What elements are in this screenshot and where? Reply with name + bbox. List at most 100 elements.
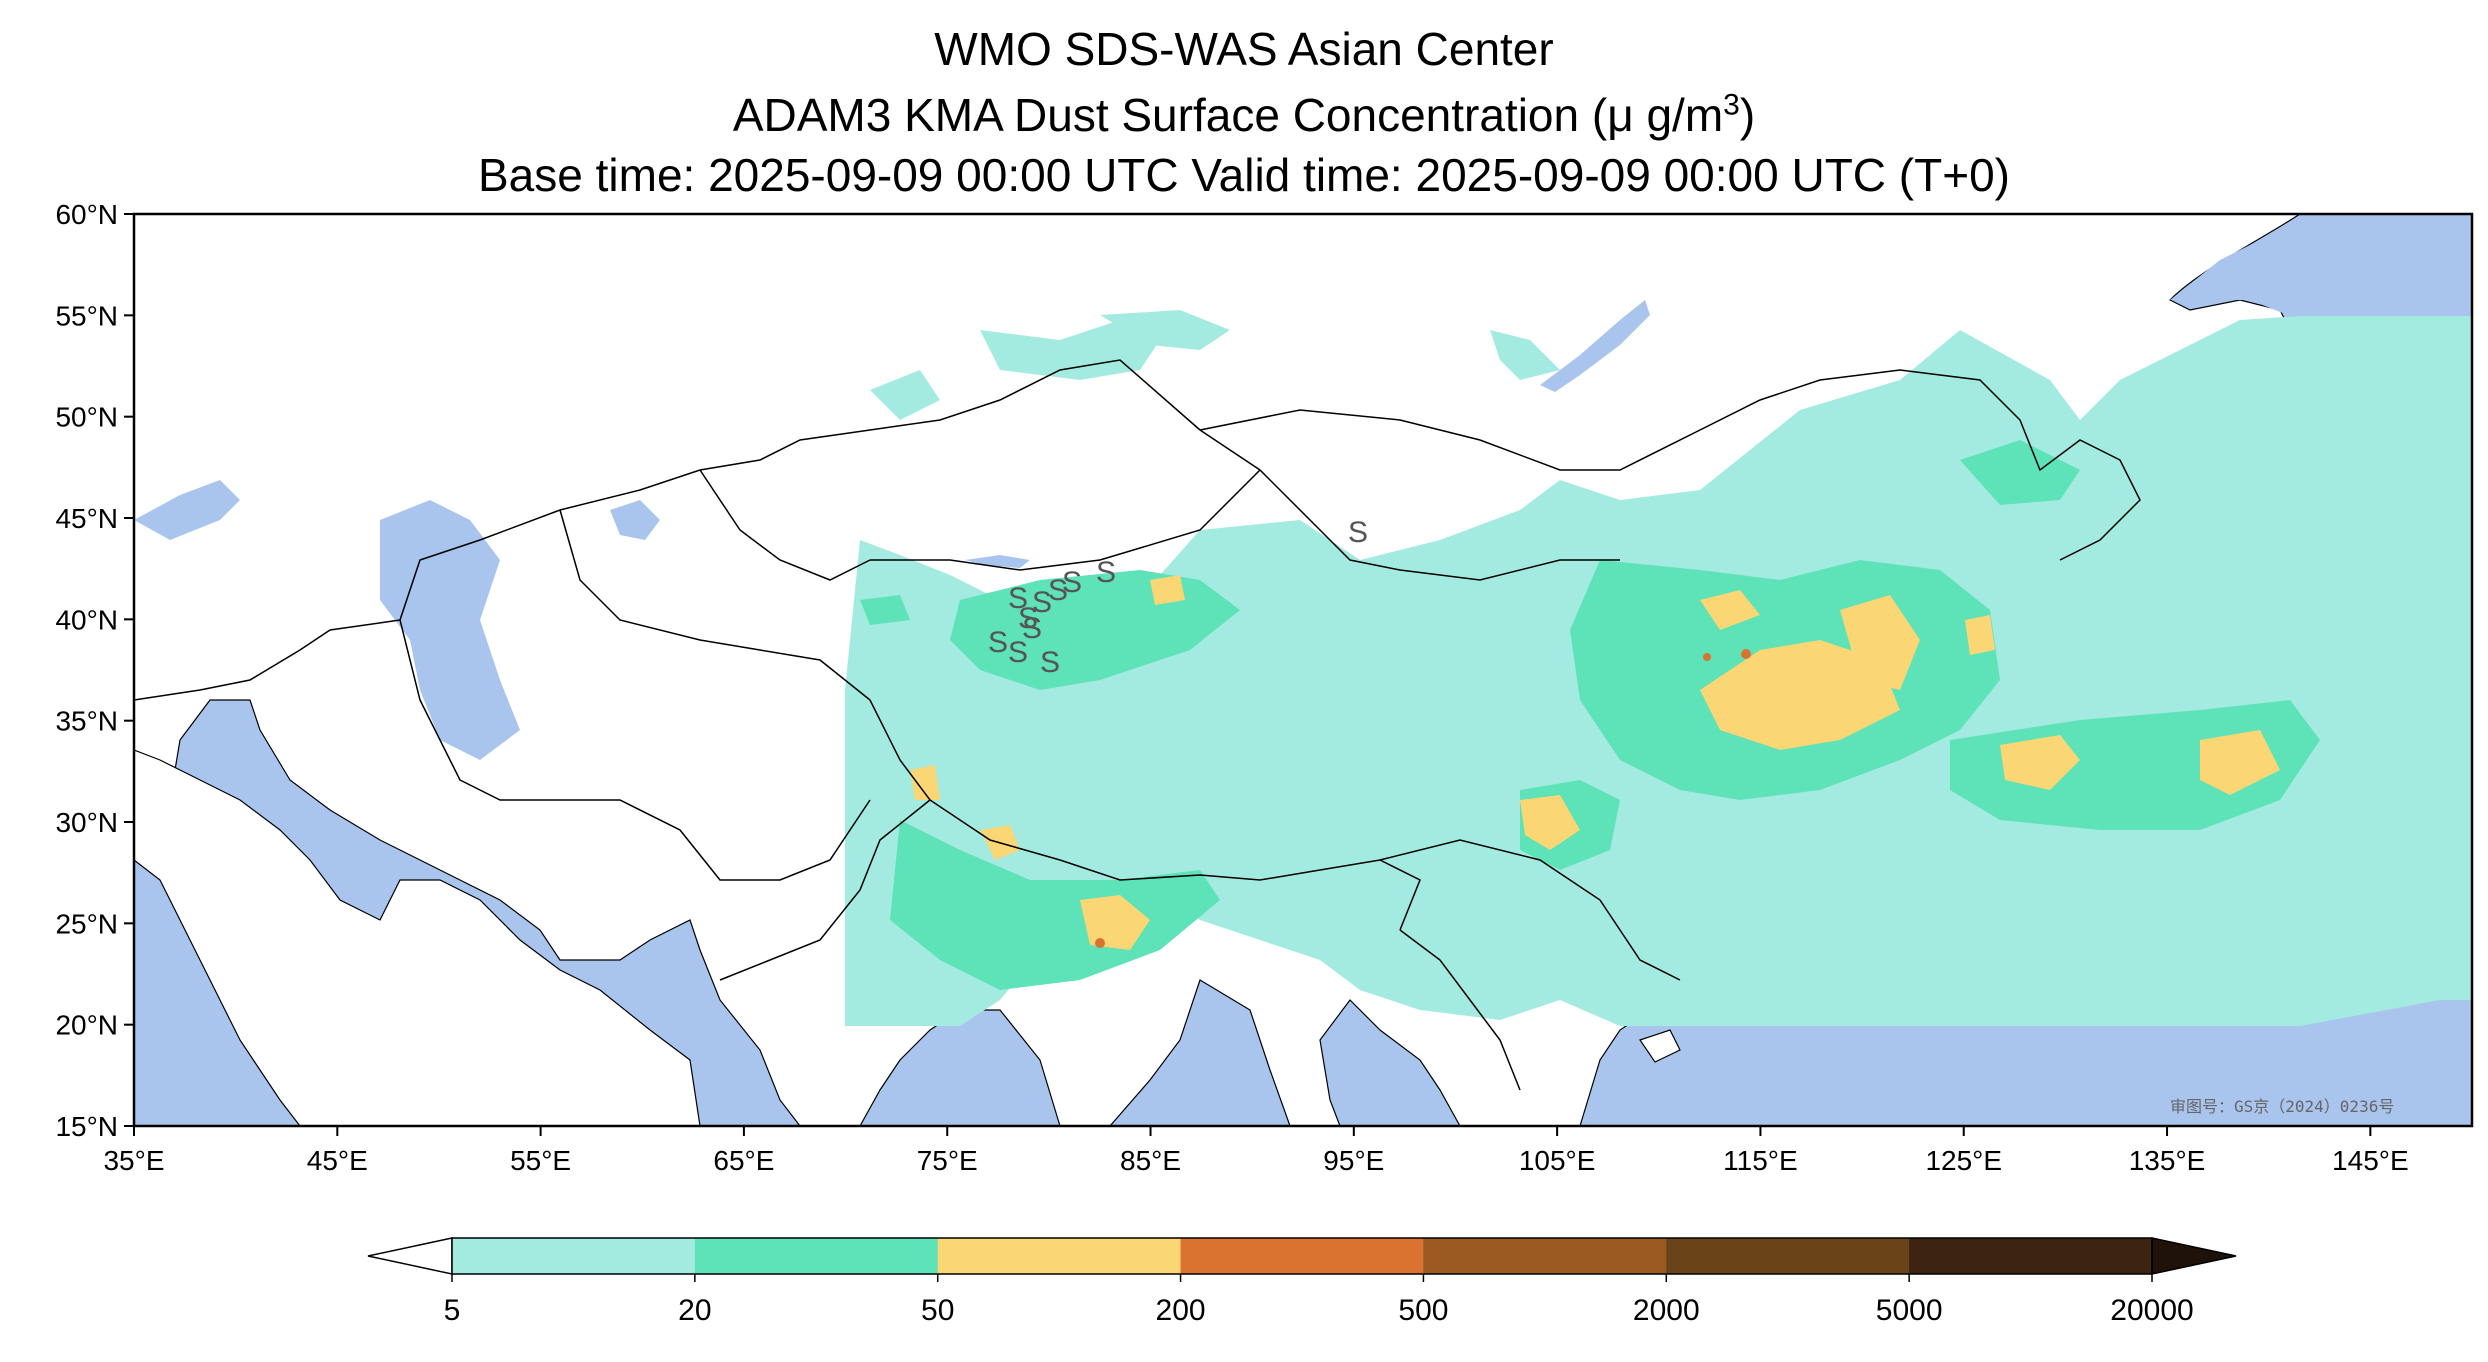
colorbar-tick-label: 50 — [921, 1294, 954, 1327]
colorbar-segment — [452, 1238, 696, 1274]
dust-region-50-200 — [1150, 575, 1185, 605]
subtitle-unit: μ g/m — [1607, 89, 1724, 141]
lat-tick-label: 30°N — [55, 807, 118, 838]
border-line — [1199, 429, 1620, 581]
lon-tick-label: 85°E — [1120, 1145, 1181, 1176]
lat-tick-label: 55°N — [55, 300, 118, 331]
dust-region-5-20 — [980, 320, 1160, 380]
dust-region-20-50 — [860, 595, 910, 625]
dust-symbol: S — [988, 626, 1008, 659]
border-line — [719, 799, 931, 981]
dust-region-50-200 — [1965, 615, 1995, 655]
dust-spot-200-500 — [1741, 649, 1751, 659]
lon-tick-label: 35°E — [103, 1145, 164, 1176]
colorbar-segment — [694, 1238, 939, 1274]
colorbar-tick-label: 5000 — [1876, 1294, 1943, 1327]
colorbar-frame — [451, 1237, 2153, 1275]
colorbar-segment — [1909, 1238, 2153, 1274]
lat-tick-label: 60°N — [55, 199, 118, 230]
dust-region-20-50 — [1960, 440, 2080, 505]
lon-tick-label: 65°E — [713, 1145, 774, 1176]
colorbar-tick-label: 20 — [678, 1294, 711, 1327]
country-borders — [134, 359, 2141, 1091]
black-sea — [134, 480, 240, 540]
dust-region-5-20 — [1100, 310, 1230, 350]
colorbar-segment — [1423, 1238, 1667, 1274]
lon-tick-label: 105°E — [1519, 1145, 1596, 1176]
dust-symbol: S — [1048, 574, 1068, 607]
caspian-sea — [380, 500, 520, 760]
colorbar-tick-label: 500 — [1398, 1294, 1448, 1327]
dust-region-50-200 — [1520, 795, 1580, 850]
dust-symbol: S — [1062, 566, 1082, 599]
dust-symbol: S — [1032, 586, 1052, 619]
border-line — [699, 469, 871, 581]
map-area — [134, 214, 2472, 1126]
dust-symbol: S — [1018, 602, 1038, 635]
border-line — [134, 629, 331, 701]
dust-spot-200-500 — [1095, 938, 1105, 948]
map-frame — [132, 212, 2474, 1128]
latitude-axis: 15°N 20°N 25°N 30°N 35°N 40°N 45°N 50°N 55°N 60°N — [55, 199, 134, 1142]
longitude-axis: 35°E 45°E 55°E 65°E 75°E 85°E 95°E 105°E 115°E 12… — [103, 1126, 2409, 1176]
dust-region-50-200 — [1840, 595, 1920, 690]
map-subtitle: ADAM3 KMA Dust Surface Concentration (μ … — [0, 88, 2488, 142]
colorbar-tick-label: 20000 — [2110, 1294, 2193, 1327]
lake-baikal — [1540, 300, 1650, 392]
lat-tick-label: 15°N — [55, 1111, 118, 1142]
dust-region-5-20 — [1490, 330, 1560, 380]
arabian-peninsula — [134, 749, 701, 1126]
dust-symbol: S — [1348, 516, 1368, 549]
dust-symbol: S — [1096, 556, 1116, 589]
subtitle-unit-exponent: 3 — [1723, 88, 1740, 122]
sea-of-okhotsk — [2170, 214, 2472, 340]
border-line — [559, 509, 871, 701]
map-time-line: Base time: 2025-09-09 00:00 UTC Valid ti… — [478, 149, 2010, 201]
colorbar-tick-label: 200 — [1156, 1294, 1206, 1327]
dust-region-20-50 — [1950, 700, 2320, 830]
dust-region-50-200 — [910, 765, 940, 800]
aral-sea — [610, 500, 660, 540]
lon-tick-label: 95°E — [1323, 1145, 1384, 1176]
colorbar-segment — [1180, 1238, 1424, 1274]
lat-tick-label: 50°N — [55, 402, 118, 433]
lon-tick-label: 115°E — [1723, 1145, 1798, 1176]
border-line — [1379, 839, 1681, 981]
lat-tick-label: 25°N — [55, 908, 118, 939]
dust-symbol: S — [1040, 646, 1060, 679]
lon-tick-label: 135°E — [2129, 1145, 2206, 1176]
border-line — [1199, 369, 2141, 561]
lon-tick-label: 145°E — [2332, 1145, 2409, 1176]
dust-region-50-200 — [1700, 590, 1760, 630]
lat-tick-label: 40°N — [55, 604, 118, 635]
border-line — [1399, 929, 1521, 1091]
lon-tick-label: 125°E — [1925, 1145, 2002, 1176]
colorbar-over-extension — [2151, 1237, 2237, 1275]
lat-tick-label: 35°N — [55, 706, 118, 737]
hainan — [1639, 1029, 1681, 1063]
dust-region-50-200 — [2000, 735, 2080, 790]
dust-region-50-200 — [2200, 730, 2280, 795]
colorbar: 5 20 50 200 500 2000 5000 20000 — [367, 1237, 2237, 1327]
dust-concentration-field — [845, 310, 2472, 1026]
border-line — [870, 469, 1261, 571]
colorbar-tick-label: 5 — [444, 1294, 461, 1327]
map-title: WMO SDS-WAS Asian Center — [934, 23, 1554, 75]
dust-symbol: S — [1008, 636, 1028, 669]
subtitle-prefix: ADAM3 KMA Dust Surface Concentration ( — [732, 89, 1608, 141]
lat-tick-label: 45°N — [55, 503, 118, 534]
colorbar-segment — [1666, 1238, 1910, 1274]
lon-tick-label: 75°E — [917, 1145, 978, 1176]
lon-tick-label: 55°E — [510, 1145, 571, 1176]
border-line — [329, 619, 871, 881]
dust-region-20-50 — [890, 820, 1220, 990]
lake-balkhash — [965, 555, 1030, 568]
lon-tick-label: 45°E — [307, 1145, 368, 1176]
colorbar-tick-label: 2000 — [1633, 1294, 1700, 1327]
border-line — [399, 359, 1201, 621]
colorbar-segment — [937, 1238, 1182, 1274]
dust-region-50-200 — [1700, 640, 1900, 750]
approval-stamp: 审图号：GS京（2024）0236号 — [2170, 1097, 2394, 1116]
